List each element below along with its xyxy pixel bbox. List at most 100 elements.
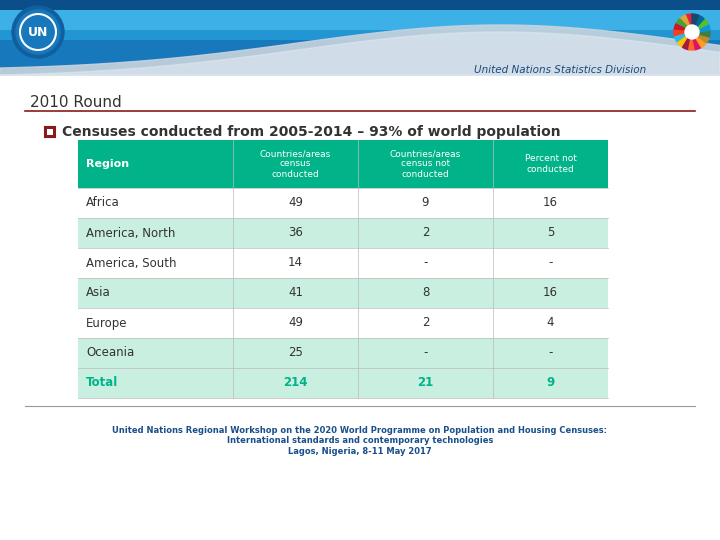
Bar bbox=[0, 300, 720, 303]
Polygon shape bbox=[692, 19, 708, 32]
Bar bbox=[0, 120, 720, 123]
Bar bbox=[78, 278, 608, 308]
Bar bbox=[0, 210, 720, 213]
Polygon shape bbox=[692, 32, 709, 43]
Text: 21: 21 bbox=[418, 376, 433, 389]
Bar bbox=[78, 188, 608, 218]
Bar bbox=[0, 156, 720, 159]
Bar bbox=[0, 60, 720, 63]
Text: 36: 36 bbox=[288, 226, 303, 240]
Bar bbox=[0, 378, 720, 381]
Polygon shape bbox=[689, 32, 696, 50]
Bar bbox=[78, 248, 608, 278]
Bar bbox=[78, 140, 608, 188]
Polygon shape bbox=[678, 32, 692, 48]
Text: Africa: Africa bbox=[86, 197, 120, 210]
Bar bbox=[0, 240, 720, 243]
Text: -: - bbox=[549, 347, 553, 360]
Text: Asia: Asia bbox=[86, 287, 111, 300]
Bar bbox=[0, 354, 720, 357]
Bar bbox=[0, 270, 720, 273]
Bar bbox=[0, 0, 720, 3]
Bar bbox=[0, 462, 720, 465]
Polygon shape bbox=[674, 24, 692, 32]
Bar bbox=[0, 216, 720, 219]
Bar bbox=[0, 324, 720, 327]
Bar bbox=[0, 24, 720, 27]
Bar bbox=[0, 6, 720, 9]
Circle shape bbox=[12, 6, 64, 58]
Polygon shape bbox=[675, 32, 692, 43]
Bar bbox=[0, 528, 720, 531]
Bar bbox=[0, 126, 720, 129]
Bar bbox=[0, 342, 720, 345]
Bar bbox=[0, 294, 720, 297]
Bar bbox=[0, 36, 720, 39]
Bar bbox=[0, 282, 720, 285]
Bar bbox=[0, 468, 720, 471]
Bar bbox=[0, 474, 720, 477]
Text: Total: Total bbox=[86, 376, 118, 389]
Bar bbox=[0, 384, 720, 387]
Text: 16: 16 bbox=[543, 197, 558, 210]
Bar bbox=[0, 75, 720, 540]
Circle shape bbox=[16, 10, 60, 54]
Bar bbox=[0, 72, 720, 75]
Bar bbox=[0, 0, 720, 10]
Text: 5: 5 bbox=[546, 226, 554, 240]
Bar bbox=[0, 186, 720, 189]
Bar bbox=[0, 114, 720, 117]
Bar bbox=[0, 276, 720, 279]
Text: Region: Region bbox=[86, 159, 129, 169]
Polygon shape bbox=[685, 14, 692, 32]
Text: Percent not
conducted: Percent not conducted bbox=[525, 154, 577, 174]
Bar bbox=[0, 0, 720, 75]
Bar bbox=[0, 360, 720, 363]
Bar bbox=[0, 162, 720, 165]
Bar bbox=[0, 174, 720, 177]
Bar bbox=[0, 48, 720, 51]
Bar bbox=[0, 420, 720, 423]
Bar bbox=[0, 12, 720, 15]
Text: UN: UN bbox=[28, 25, 48, 38]
Circle shape bbox=[685, 25, 699, 39]
Bar bbox=[0, 246, 720, 249]
Bar bbox=[0, 504, 720, 507]
Bar bbox=[0, 516, 720, 519]
Text: Europe: Europe bbox=[86, 316, 127, 329]
Bar bbox=[0, 108, 720, 111]
Text: America, South: America, South bbox=[86, 256, 176, 269]
Bar bbox=[0, 0, 720, 10]
Bar bbox=[0, 18, 720, 21]
Bar bbox=[0, 258, 720, 261]
Bar bbox=[0, 480, 720, 483]
Bar bbox=[0, 96, 720, 99]
Bar bbox=[0, 192, 720, 195]
Bar bbox=[0, 144, 720, 147]
Bar bbox=[0, 228, 720, 231]
Bar bbox=[0, 288, 720, 291]
Text: 9: 9 bbox=[422, 197, 429, 210]
Bar bbox=[0, 312, 720, 315]
Text: 49: 49 bbox=[288, 197, 303, 210]
Text: 2010 Round: 2010 Round bbox=[30, 95, 122, 110]
Text: -: - bbox=[423, 347, 428, 360]
Bar bbox=[0, 138, 720, 141]
Polygon shape bbox=[692, 32, 701, 50]
Bar bbox=[0, 132, 720, 135]
Bar bbox=[0, 432, 720, 435]
Bar bbox=[0, 414, 720, 417]
Bar bbox=[78, 218, 608, 248]
Polygon shape bbox=[692, 30, 710, 37]
Text: 9: 9 bbox=[546, 376, 554, 389]
Text: 41: 41 bbox=[288, 287, 303, 300]
Bar bbox=[0, 306, 720, 309]
Text: America, North: America, North bbox=[86, 226, 176, 240]
Text: Countries/areas
census not
conducted: Countries/areas census not conducted bbox=[390, 149, 461, 179]
Bar bbox=[47, 129, 53, 135]
Bar bbox=[0, 450, 720, 453]
Polygon shape bbox=[680, 15, 692, 32]
Bar bbox=[0, 456, 720, 459]
Bar bbox=[0, 204, 720, 207]
Bar bbox=[0, 492, 720, 495]
